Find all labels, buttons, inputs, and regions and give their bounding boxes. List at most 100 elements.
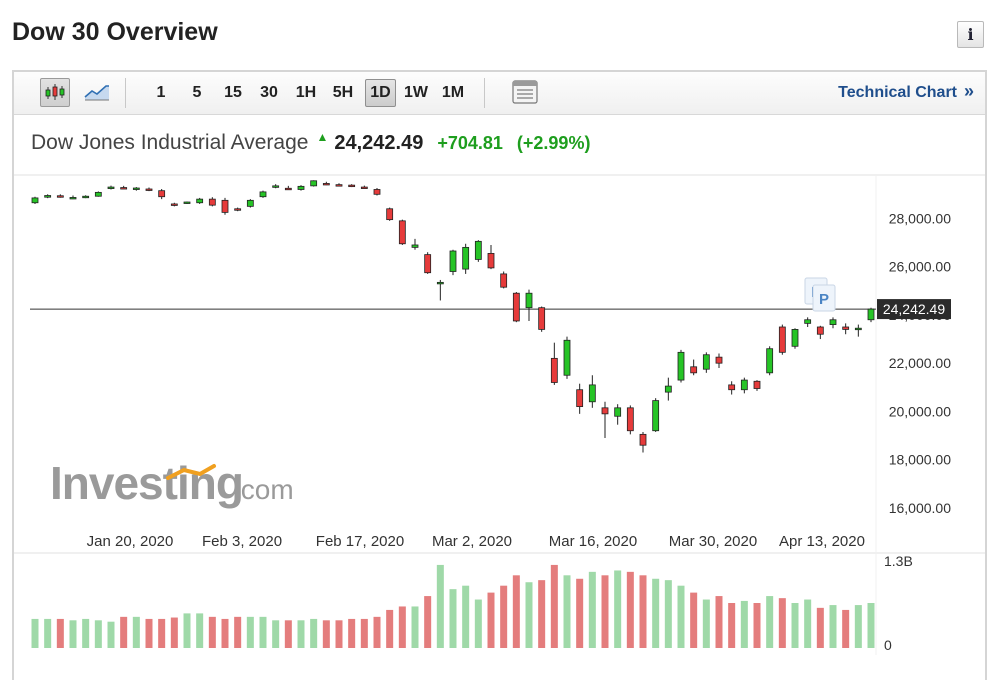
candle-body bbox=[854, 327, 862, 331]
candlestick-chart-icon[interactable] bbox=[40, 78, 70, 107]
timeframe-1d[interactable]: 1D bbox=[365, 79, 396, 107]
candle-body bbox=[791, 329, 799, 347]
volume-bar bbox=[512, 575, 520, 648]
candle bbox=[94, 191, 102, 197]
timeframe-5[interactable]: 5 bbox=[192, 84, 202, 101]
candle-body bbox=[170, 203, 178, 206]
candle-body bbox=[373, 189, 381, 195]
volume-bar bbox=[474, 599, 482, 648]
volume-bar bbox=[753, 603, 761, 648]
chart-settings-icon[interactable] bbox=[510, 78, 540, 107]
candle bbox=[120, 185, 128, 190]
candle bbox=[31, 196, 39, 204]
volume-bar bbox=[614, 570, 622, 648]
volume-bar bbox=[208, 616, 216, 648]
candle bbox=[107, 185, 115, 190]
candle bbox=[284, 185, 292, 191]
volume-bar bbox=[183, 613, 191, 648]
volume-bar bbox=[196, 613, 204, 648]
volume-bar bbox=[500, 585, 508, 648]
candle bbox=[221, 197, 229, 215]
candle-body bbox=[778, 326, 786, 353]
volume-bar bbox=[626, 571, 634, 648]
technical-chart-link[interactable]: Technical Chart bbox=[838, 84, 957, 101]
last-price-tag bbox=[877, 299, 951, 320]
volume-bar bbox=[487, 592, 495, 648]
candle bbox=[778, 324, 786, 355]
info-icon[interactable]: i bbox=[957, 21, 984, 48]
toolbar-separator bbox=[125, 78, 126, 108]
candle bbox=[145, 187, 153, 192]
candle-body bbox=[626, 407, 634, 432]
x-tick-label: Feb 17, 2020 bbox=[316, 533, 404, 550]
candle bbox=[322, 181, 330, 186]
candle bbox=[158, 188, 166, 200]
volume-bar bbox=[740, 600, 748, 648]
timeframe-1m[interactable]: 1M bbox=[441, 84, 465, 101]
volume-bar bbox=[335, 620, 343, 648]
timeframe-5h[interactable]: 5H bbox=[332, 84, 354, 101]
x-tick-label: Mar 2, 2020 bbox=[432, 533, 512, 550]
candle-body bbox=[284, 187, 292, 191]
y-tick-label: 18,000.00 bbox=[889, 452, 951, 468]
candle bbox=[791, 328, 799, 349]
watermark-suffix: .com bbox=[233, 474, 294, 505]
volume-bar bbox=[664, 580, 672, 648]
quote-header: Dow Jones Industrial Average ▲ 24,242.49… bbox=[31, 130, 590, 157]
last-price: 24,242.49 bbox=[334, 132, 424, 154]
volume-bar bbox=[94, 620, 102, 648]
line-chart-icon[interactable] bbox=[82, 78, 112, 107]
candle-body bbox=[639, 433, 647, 446]
candle bbox=[702, 352, 710, 373]
candle-body bbox=[120, 187, 128, 190]
volume-bar bbox=[538, 580, 546, 648]
candle-body bbox=[386, 208, 394, 221]
candle-body bbox=[753, 380, 761, 389]
candle-body bbox=[702, 354, 710, 370]
candle-body bbox=[348, 184, 356, 188]
candle bbox=[766, 346, 774, 376]
candle-body bbox=[183, 201, 191, 204]
candle-body bbox=[563, 339, 571, 376]
candle-body bbox=[512, 292, 520, 322]
candle bbox=[170, 202, 178, 207]
timeframe-15[interactable]: 15 bbox=[224, 84, 242, 101]
chart-toolbar: 1 5 15 30 1H 5H 1D 1W 1M Technical Chart… bbox=[14, 72, 985, 115]
event-marker-label: P bbox=[819, 291, 829, 308]
y-tick-label: 28,000.00 bbox=[889, 210, 951, 226]
volume-bar bbox=[170, 617, 178, 648]
candle-body bbox=[436, 281, 444, 285]
x-tick-label: Apr 13, 2020 bbox=[779, 533, 865, 550]
candle bbox=[664, 377, 672, 401]
timeframe-1[interactable]: 1 bbox=[156, 84, 166, 101]
y-tick-label: 22,000.00 bbox=[889, 355, 951, 371]
x-tick-label: Mar 30, 2020 bbox=[669, 533, 757, 550]
double-chevron-right-icon[interactable]: » bbox=[963, 81, 974, 101]
volume-bar bbox=[107, 621, 115, 648]
candle bbox=[474, 240, 482, 262]
timeframe-1h[interactable]: 1H bbox=[295, 84, 317, 101]
x-tick-label: Feb 3, 2020 bbox=[202, 533, 282, 550]
volume-bar bbox=[867, 603, 875, 648]
volume-bar bbox=[31, 618, 39, 648]
candle-body bbox=[816, 326, 824, 335]
candle-body bbox=[322, 183, 330, 186]
volume-bar bbox=[272, 620, 280, 648]
candle bbox=[449, 249, 457, 276]
candle-body bbox=[449, 250, 457, 272]
candle-body bbox=[690, 366, 698, 374]
volume-bar bbox=[576, 578, 584, 648]
volume-bar bbox=[386, 609, 394, 648]
candle-body bbox=[310, 180, 318, 187]
candle-body bbox=[360, 186, 368, 189]
timeframe-1w[interactable]: 1W bbox=[404, 84, 428, 101]
candle-body bbox=[259, 191, 267, 198]
volume-bar bbox=[145, 618, 153, 648]
candle bbox=[525, 289, 533, 321]
candle-body bbox=[69, 197, 77, 200]
candle bbox=[310, 180, 318, 187]
candle bbox=[297, 185, 305, 191]
volume-bar bbox=[677, 585, 685, 648]
candle-body bbox=[56, 195, 64, 198]
timeframe-30[interactable]: 30 bbox=[260, 84, 278, 101]
